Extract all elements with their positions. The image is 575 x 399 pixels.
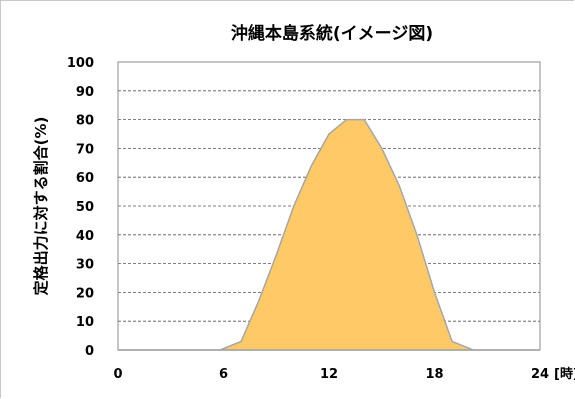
y-tick-label: 40: [76, 229, 94, 244]
y-tick-label: 60: [76, 171, 94, 186]
x-tick-label: 18: [425, 367, 443, 382]
y-tick-label: 10: [76, 315, 94, 330]
y-tick-label: 80: [76, 114, 94, 129]
x-tick-label: 0: [113, 367, 122, 382]
y-tick-label: 70: [76, 142, 94, 157]
y-tick-label: 50: [76, 200, 94, 215]
x-tick-label: 24: [531, 367, 549, 382]
series-area: [118, 118, 540, 351]
y-tick-label: 90: [76, 85, 94, 100]
x-axis-unit-label: [時]: [554, 366, 575, 382]
y-tick-label: 30: [76, 258, 94, 273]
y-tick-label: 0: [85, 344, 94, 359]
x-axis-tick-labels: 0 6 12 18 24 [時]: [113, 366, 575, 382]
x-tick-label: 6: [219, 367, 228, 382]
y-tick-label: 100: [67, 56, 94, 71]
y-tick-label: 20: [76, 286, 94, 301]
x-tick-label: 12: [320, 367, 338, 382]
chart-title: 沖縄本島系統(イメージ図): [231, 23, 433, 44]
y-axis-tick-labels: 0 10 20 30 40 50 60 70 80 90 100: [67, 56, 94, 359]
y-axis-label: 定格出力に対する割合(%): [32, 117, 50, 296]
